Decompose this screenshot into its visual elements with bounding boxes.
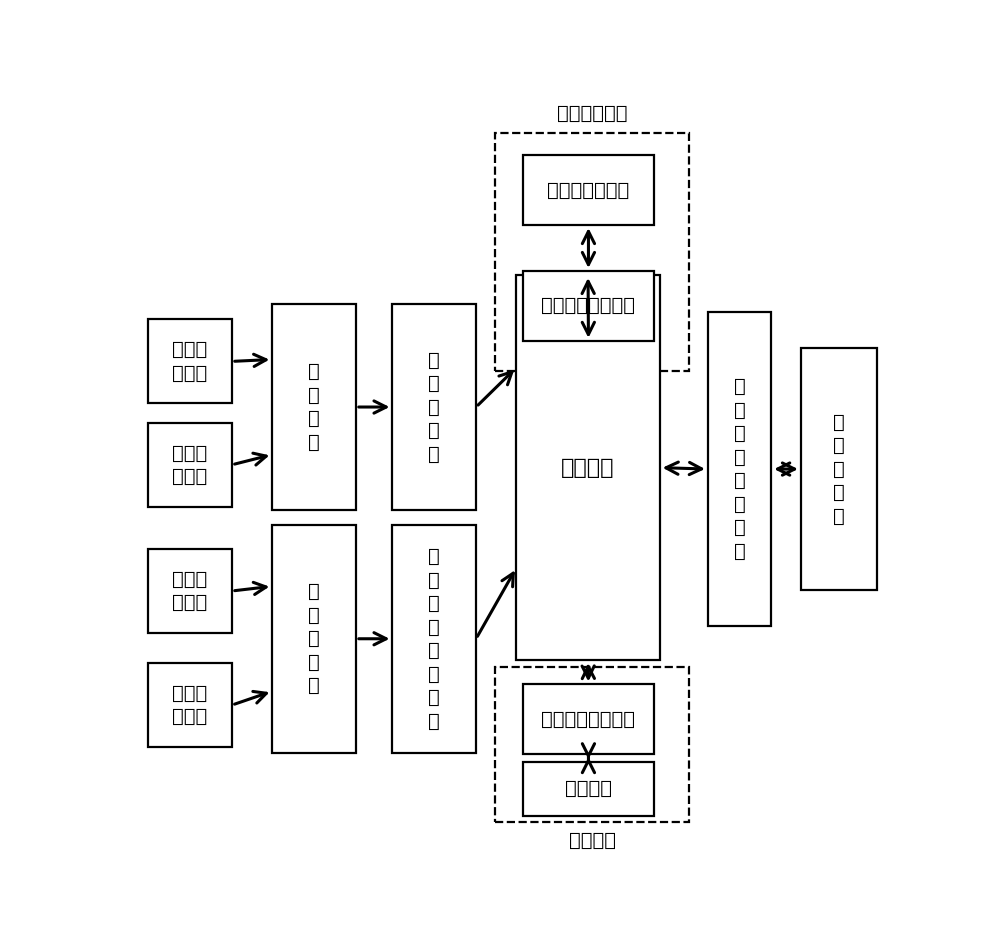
Text: 分闸启
动信号: 分闸启 动信号 [172, 683, 208, 726]
Text: 第三光电隔离模块: 第三光电隔离模块 [541, 296, 635, 315]
Bar [495, 667, 689, 822]
Bar [523, 156, 654, 225]
Text: 第四光电隔离模块: 第四光电隔离模块 [541, 710, 635, 729]
Text: 键盘及显示模块: 键盘及显示模块 [547, 181, 630, 200]
Bar [495, 132, 689, 371]
Bar [523, 270, 654, 341]
Bar [708, 312, 771, 626]
Text: 通信接口: 通信接口 [565, 780, 612, 798]
Bar [516, 275, 660, 660]
Text: 合闸启
动信号: 合闸启 动信号 [172, 569, 208, 612]
Bar [392, 525, 476, 753]
Bar [523, 762, 654, 816]
Bar [523, 684, 654, 755]
Text: 开
关
量
输
入: 开 关 量 输 入 [308, 582, 320, 695]
Text: 交流电
流输入: 交流电 流输入 [172, 340, 208, 382]
Bar [148, 663, 232, 747]
Text: 通信模块: 通信模块 [569, 832, 616, 850]
Bar [148, 549, 232, 633]
Text: 跳
合
闸
输
出: 跳 合 闸 输 出 [833, 413, 845, 526]
Text: 人机接口模块: 人机接口模块 [557, 105, 628, 123]
Bar [801, 348, 877, 590]
Bar [148, 319, 232, 404]
Bar [148, 422, 232, 507]
Bar [392, 304, 476, 510]
Bar [272, 304, 356, 510]
Text: 主控模块: 主控模块 [561, 457, 615, 478]
Text: 第
一
光
电
隔
离
模
块: 第 一 光 电 隔 离 模 块 [428, 547, 440, 731]
Text: 交流电
压输入: 交流电 压输入 [172, 444, 208, 486]
Bar [272, 525, 356, 753]
Text: 模
拟
信
号: 模 拟 信 号 [308, 362, 320, 452]
Text: 第
二
光
电
隔
离
模
块: 第 二 光 电 隔 离 模 块 [734, 377, 745, 561]
Text: 隔
离
变
压
器: 隔 离 变 压 器 [428, 351, 440, 464]
